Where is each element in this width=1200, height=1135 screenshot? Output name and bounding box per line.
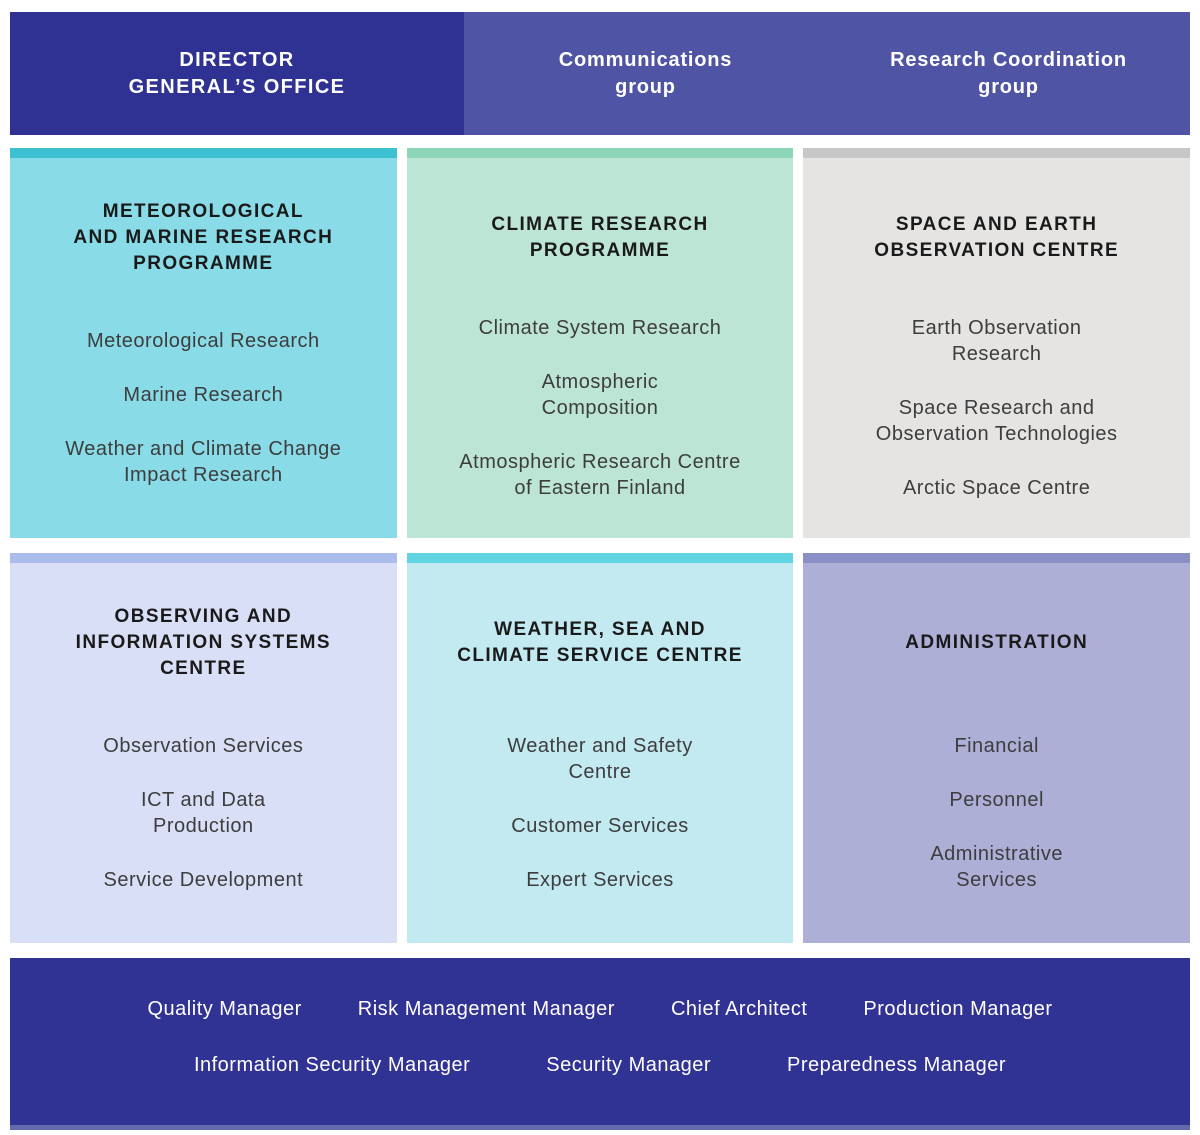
- box-content: SPACE AND EARTH OBSERVATION CENTRE Earth…: [803, 158, 1190, 538]
- managers-footer-row-2: Information Security Manager Security Ma…: [10, 1052, 1190, 1078]
- box-item: Personnel: [949, 789, 1044, 811]
- footer-accent-strip: [10, 1125, 1190, 1130]
- box-item: Arctic Space Centre: [902, 477, 1091, 499]
- manager-label: Information Security Manager: [193, 1054, 471, 1076]
- manager-label: Security Manager: [546, 1054, 712, 1076]
- box-item: Customer Services: [511, 815, 689, 837]
- header-groups-box: Communications group Research Coordinati…: [464, 12, 1190, 135]
- box-item: Observation Services: [103, 735, 304, 757]
- box-content: CLIMATE RESEARCH PROGRAMME Climate Syste…: [407, 158, 794, 538]
- communications-group-label: Communications group: [558, 48, 733, 98]
- box-accent-strip: [406, 148, 794, 158]
- box-title: WEATHER, SEA AND CLIMATE SERVICE CENTRE: [457, 619, 743, 666]
- box-item: Atmospheric Composition: [541, 371, 659, 419]
- box-item: Weather and Climate Change Impact Resear…: [65, 438, 342, 486]
- manager-label: Quality Manager: [147, 998, 302, 1020]
- box-item: Meteorological Research: [86, 330, 320, 352]
- box-accent-strip: [10, 148, 397, 158]
- box-item: Atmospheric Research Centre of Eastern F…: [459, 451, 741, 499]
- box-item: Service Development: [103, 869, 304, 891]
- box-item: Financial: [954, 735, 1039, 757]
- box-content: METEOROLOGICAL AND MARINE RESEARCH PROGR…: [10, 158, 397, 538]
- manager-label: Production Manager: [863, 998, 1053, 1020]
- org-box-observing-information-systems: OBSERVING AND INFORMATION SYSTEMS CENTRE…: [10, 553, 397, 943]
- box-item: Climate System Research: [478, 317, 722, 339]
- box-item: Marine Research: [123, 384, 284, 406]
- manager-label: Chief Architect: [670, 998, 808, 1020]
- research-coordination-group-label: Research Coordination group: [890, 48, 1127, 98]
- org-chart-header: DIRECTOR GENERAL’S OFFICE Communications…: [10, 12, 1190, 135]
- org-box-space-earth-observation: SPACE AND EARTH OBSERVATION CENTRE Earth…: [803, 148, 1190, 538]
- director-general-office-box: DIRECTOR GENERAL’S OFFICE: [10, 12, 464, 135]
- box-item: Space Research and Observation Technolog…: [875, 397, 1118, 445]
- box-content: ADMINISTRATION Financial Personnel Admin…: [803, 563, 1190, 943]
- box-accent-strip: [10, 553, 397, 563]
- org-box-climate-research: CLIMATE RESEARCH PROGRAMME Climate Syste…: [406, 148, 794, 538]
- box-item: Expert Services: [526, 869, 674, 891]
- org-box-weather-sea-climate-service: WEATHER, SEA AND CLIMATE SERVICE CENTRE …: [406, 553, 794, 943]
- box-items: Observation Services ICT and Data Produc…: [22, 713, 385, 943]
- box-title: CLIMATE RESEARCH PROGRAMME: [491, 214, 709, 261]
- org-box-meteorological-marine-research: METEOROLOGICAL AND MARINE RESEARCH PROGR…: [10, 148, 397, 538]
- box-item: Weather and Safety Centre: [507, 735, 693, 783]
- org-box-administration: ADMINISTRATION Financial Personnel Admin…: [803, 553, 1190, 943]
- box-items: Financial Personnel Administrative Servi…: [815, 713, 1178, 943]
- box-accent-strip: [803, 148, 1190, 158]
- director-general-office-label: DIRECTOR GENERAL’S OFFICE: [128, 48, 346, 98]
- box-item: Earth Observation Research: [911, 317, 1082, 365]
- managers-footer-row-1: Quality Manager Risk Management Manager …: [10, 996, 1190, 1022]
- box-title: SPACE AND EARTH OBSERVATION CENTRE: [874, 214, 1120, 261]
- box-items: Climate System Research Atmospheric Comp…: [419, 308, 782, 538]
- box-accent-strip: [406, 553, 794, 563]
- box-accent-strip: [803, 553, 1190, 563]
- box-items: Earth Observation Research Space Researc…: [815, 308, 1178, 538]
- managers-footer: Quality Manager Risk Management Manager …: [10, 958, 1190, 1130]
- manager-label: Risk Management Manager: [357, 998, 615, 1020]
- box-title: METEOROLOGICAL AND MARINE RESEARCH PROGR…: [73, 201, 334, 274]
- box-items: Meteorological Research Marine Research …: [22, 308, 385, 538]
- org-units-grid: METEOROLOGICAL AND MARINE RESEARCH PROGR…: [10, 148, 1190, 943]
- box-item: ICT and Data Production: [141, 789, 266, 837]
- box-items: Weather and Safety Centre Customer Servi…: [419, 713, 782, 943]
- manager-label: Preparedness Manager: [787, 1054, 1007, 1076]
- box-title: ADMINISTRATION: [905, 632, 1089, 653]
- box-content: WEATHER, SEA AND CLIMATE SERVICE CENTRE …: [407, 563, 794, 943]
- box-item: Administrative Services: [930, 843, 1063, 891]
- box-content: OBSERVING AND INFORMATION SYSTEMS CENTRE…: [10, 563, 397, 943]
- box-title: OBSERVING AND INFORMATION SYSTEMS CENTRE: [75, 606, 331, 679]
